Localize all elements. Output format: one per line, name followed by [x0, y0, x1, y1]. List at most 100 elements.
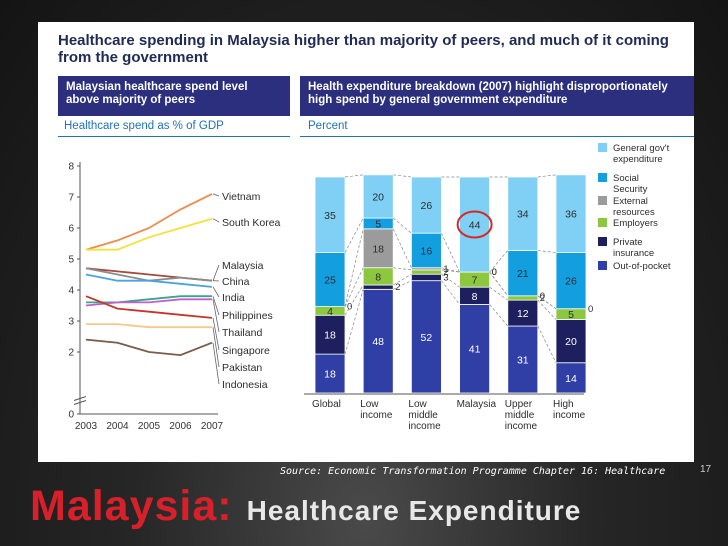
line-series-label: Vietnam — [222, 191, 261, 203]
bar-value-label: 26 — [421, 200, 433, 212]
bar-chart-subheader: Percent — [308, 120, 348, 132]
bar-connector-line — [392, 228, 412, 268]
bar-small-value-label: 2 — [540, 293, 545, 304]
line-series-label: Thailand — [222, 327, 262, 339]
line-series-indonesia — [85, 338, 213, 357]
bar-segment-employers — [410, 269, 442, 275]
line-chart-x-tick-label: 2004 — [106, 421, 129, 432]
bar-value-label: 18 — [372, 243, 384, 255]
line-label-leader — [212, 193, 220, 197]
slide-title: Healthcare spending in Malaysia higher t… — [58, 32, 669, 66]
line-series-pakistan — [86, 323, 212, 329]
line-series-philippines — [86, 295, 212, 304]
bar-value-label: 34 — [517, 209, 529, 221]
bar-value-label: 52 — [421, 332, 433, 344]
line-label-leader — [212, 218, 220, 223]
legend-label: Social — [613, 173, 639, 184]
line-series-label: China — [222, 276, 250, 288]
bar-value-label: 44 — [469, 220, 481, 232]
bar-value-label: 26 — [565, 276, 577, 288]
legend-swatch — [598, 218, 607, 227]
bar-connector-line — [344, 267, 364, 307]
line-chart-y-tick-label: 2 — [68, 348, 74, 359]
legend-swatch — [598, 196, 607, 205]
footer-title: Malaysia: Healthcare Expenditure — [30, 482, 581, 531]
line-chart-x-tick-label: 2005 — [138, 421, 161, 432]
legend-label: Out-of-pocket — [613, 261, 671, 272]
bar-value-label: 20 — [372, 191, 384, 203]
line-series-south-korea — [86, 217, 213, 251]
bar-connector-line — [441, 267, 460, 273]
bar-small-value-label: 1 — [443, 264, 448, 275]
line-chart-y-tick-label: 7 — [68, 193, 74, 204]
line-label-leader — [212, 317, 220, 351]
bar-category-label: Upper — [505, 399, 533, 410]
legend-label: General gov't — [613, 143, 670, 154]
legend-swatch — [598, 261, 607, 270]
bar-value-label: 31 — [517, 355, 529, 367]
bar-value-label: 18 — [324, 369, 336, 381]
bar-value-label: 48 — [372, 336, 384, 348]
bar-connector-line — [489, 286, 509, 301]
bar-value-label: 8 — [472, 291, 478, 303]
line-series-thailand — [85, 298, 212, 307]
bar-value-label: 36 — [565, 209, 577, 221]
bar-category-label: Low — [408, 399, 427, 410]
legend-label: insurance — [613, 248, 654, 259]
bar-connector-line — [344, 217, 364, 253]
line-series-label: Malaysia — [222, 260, 264, 272]
bar-connector-line — [537, 325, 557, 363]
bar-value-label: 16 — [421, 245, 433, 257]
bar-segment-general-gov-t-expenditure — [410, 176, 442, 234]
bar-segment-private-insurance — [410, 273, 442, 282]
line-chart-y-tick-label: 4 — [68, 286, 74, 297]
line-series-india — [85, 273, 213, 288]
bar-segment-external-resources — [362, 228, 394, 269]
bar-segment-out-of-pocket — [555, 362, 587, 394]
y-axis-break-mark — [73, 396, 87, 401]
highlight-circle — [456, 210, 493, 239]
bar-value-label: 12 — [517, 308, 529, 320]
bar-connector-line — [489, 304, 509, 327]
bar-connector-line — [441, 233, 460, 273]
line-chart-x-tick-label: 2003 — [75, 421, 98, 432]
bar-value-label: 14 — [565, 373, 577, 385]
page-number: 17 — [700, 464, 712, 475]
line-series-label: Philippines — [222, 310, 273, 322]
bar-small-value-label: 2 — [395, 282, 400, 293]
bar-connector-line — [537, 174, 557, 178]
bar-category-label: income — [505, 421, 538, 432]
bar-zero-value-label: 0 — [492, 267, 497, 278]
legend-swatch — [598, 237, 607, 246]
bar-segment-general-gov-t-expenditure — [459, 176, 491, 273]
footer-subtitle: Healthcare Expenditure — [246, 495, 582, 526]
source-note: Source: Economic Transformation Programm… — [280, 466, 666, 477]
legend-swatch — [598, 143, 607, 152]
bar-connector-line — [537, 295, 557, 310]
bar-connector-line — [441, 280, 460, 305]
line-series-label: Indonesia — [222, 379, 268, 391]
bar-category-label: Malaysia — [457, 399, 497, 410]
bar-segment-general-gov-t-expenditure — [362, 174, 394, 219]
bar-segment-out-of-pocket — [362, 288, 394, 394]
bar-segment-out-of-pocket — [410, 280, 442, 394]
bar-small-value-label: 3 — [443, 272, 448, 283]
bar-value-label: 20 — [565, 336, 577, 348]
legend-swatch — [598, 173, 607, 182]
bar-zero-value-label: 0 — [588, 304, 593, 315]
bar-connector-line — [537, 299, 557, 320]
footer-country: Malaysia: — [30, 482, 233, 530]
bar-segment-social-security — [507, 250, 539, 297]
y-axis-break-mark — [73, 400, 87, 405]
line-series-label: Singapore — [222, 345, 270, 357]
bar-connector-line — [393, 267, 412, 271]
bar-zero-value-label: 0 — [492, 267, 497, 278]
bar-value-label: 35 — [324, 210, 336, 222]
bar-value-label: 18 — [324, 330, 336, 342]
line-label-leader — [212, 264, 220, 281]
bar-segment-private-insurance — [362, 284, 394, 290]
legend-label: resources — [613, 207, 655, 218]
bar-segment-private-insurance — [507, 299, 539, 327]
bar-category-label: income — [360, 410, 393, 421]
bar-segment-general-gov-t-expenditure — [555, 174, 587, 253]
